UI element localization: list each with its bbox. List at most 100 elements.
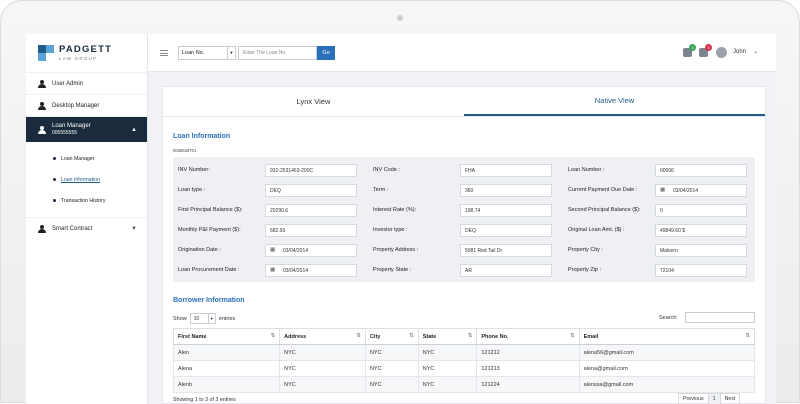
field-label: Property Zip : — [568, 267, 602, 273]
table-row[interactable]: Alena NYC NYC NYC 121213 alena@gmail.com — [172, 360, 756, 377]
column-address[interactable]: Address ⇅ — [279, 328, 366, 345]
field-label: Property City : — [568, 247, 603, 253]
username[interactable]: John — [733, 49, 747, 55]
field-value[interactable]: AR — [460, 264, 552, 277]
entries-select[interactable]: 10 ▼ — [189, 313, 216, 324]
date-field[interactable]: 03/04/2014 — [265, 244, 357, 257]
go-button[interactable]: Go — [317, 46, 335, 60]
sidebar-item-user-admin[interactable]: User Admin — [26, 72, 147, 94]
field-value[interactable]: 00006 — [655, 164, 747, 177]
show-label: Show — [173, 315, 187, 322]
chevron-down-icon[interactable]: ⌄ — [753, 49, 759, 55]
subitem-transaction-history[interactable]: Transaction History — [26, 190, 147, 211]
column-label: First Name — [178, 333, 207, 340]
loan-info-panel: INV Number: 931-2531463-200C INV Code : FH… — [173, 157, 755, 282]
column-city[interactable]: City ⇅ — [364, 328, 419, 345]
user-icon — [38, 224, 46, 233]
field-value[interactable]: 72104 — [655, 264, 747, 277]
field-value[interactable]: DEQ — [460, 224, 552, 237]
bullet-icon — [53, 199, 56, 202]
sidebar-item-sublabel: 005555555 — [52, 129, 78, 136]
cell-email: alenssa@gmail.com — [578, 376, 756, 393]
subitem-loan-manager[interactable]: Loan Manager — [26, 148, 147, 169]
column-label: Address — [284, 333, 307, 340]
sidebar-item-label: Loan Manager — [52, 122, 91, 129]
table-row[interactable]: Alen NYC NYC NYC 121212 alena56@gmail.co… — [172, 344, 756, 361]
tab-lynx-view[interactable]: Lynx View — [296, 97, 331, 106]
field-value[interactable]: 360 — [460, 184, 552, 197]
column-phone[interactable]: Phone No. ⇅ — [476, 328, 580, 345]
field-value[interactable]: 0 — [655, 204, 747, 217]
user-icon — [38, 125, 46, 134]
notification-icon[interactable]: 4 — [683, 44, 696, 57]
date-field[interactable]: 03/04/2014 — [265, 264, 357, 277]
logo[interactable]: PADGETT LAW GROUP — [26, 34, 147, 72]
cell-phone: 121212 — [476, 344, 580, 361]
loan-information-title: Loan Information — [173, 133, 231, 140]
pager-previous[interactable]: Previous — [678, 393, 709, 404]
message-icon[interactable]: 3 — [699, 44, 712, 57]
entries-label: entries — [218, 315, 236, 322]
field-value[interactable]: Malvern — [655, 244, 747, 257]
date-field[interactable]: 03/04/2014 — [655, 184, 747, 197]
subitem-loan-information[interactable]: Loan Information — [26, 169, 147, 190]
sidebar-item-loan-manager[interactable]: Loan Manager 005555555 ▲ — [26, 116, 147, 142]
sidebar-submenu: Loan Manager Loan Information Transactio… — [26, 142, 147, 217]
loan-number-input[interactable] — [238, 46, 317, 60]
sidebar-item-smart-contract[interactable]: Smart Contract ▼ — [26, 217, 147, 239]
user-icon — [38, 101, 46, 110]
chevron-down-icon: ▼ — [207, 314, 215, 323]
field-value[interactable]: 682.93 — [265, 224, 357, 237]
message-badge: 3 — [705, 44, 712, 51]
field-value[interactable]: 49849.60 $ — [655, 224, 747, 237]
field-row: Loan type : DEQ Term : 360 Current Payment… — [173, 181, 755, 201]
table-row[interactable]: Alenb NYC NYC NYC 121224 alenssa@gmail.c… — [172, 376, 756, 393]
field-value[interactable]: FHA — [460, 164, 552, 177]
column-label: Phone No. — [481, 333, 509, 340]
field-label: Loan Number : — [568, 167, 605, 173]
cell-email: alena56@gmail.com — [578, 344, 756, 361]
field-label: Current Payment Due Date : — [568, 187, 638, 193]
column-email[interactable]: Email ⇅ — [578, 328, 756, 345]
cell-city: NYC — [364, 360, 419, 377]
user-icon — [38, 79, 46, 88]
bullet-icon — [53, 178, 56, 181]
entries-control: Show 10 ▼ entries — [173, 313, 235, 324]
field-value[interactable]: 5081 Red Tail Dr — [460, 244, 552, 257]
bullet-icon — [53, 157, 56, 160]
select-value: Loan No. — [182, 50, 205, 56]
field-value[interactable]: DEQ — [265, 184, 357, 197]
search-label: Search: — [659, 315, 678, 321]
sidebar-item-label: Desktop Manager — [52, 102, 100, 109]
search-type-select[interactable]: Loan No. ▼ — [178, 46, 236, 60]
cell-address: NYC — [279, 344, 366, 361]
sidebar-item-label: User Admin — [52, 80, 84, 87]
sidebar-item-desktop-manager[interactable]: Desktop Manager — [26, 94, 147, 116]
table-info: Showing 1 to 3 of 3 entries — [173, 397, 236, 403]
field-value[interactable]: 20290.6 — [265, 204, 357, 217]
pager-next[interactable]: Next — [719, 393, 741, 404]
field-label: Property Address : — [373, 247, 419, 253]
field-label: INV Code : — [373, 167, 400, 173]
avatar[interactable] — [716, 47, 727, 58]
field-value[interactable]: 931-2531463-200C — [265, 164, 357, 177]
logo-name: PADGETT — [59, 44, 113, 55]
field-label: Property State : — [373, 267, 412, 273]
field-value[interactable]: 198.74 — [460, 204, 552, 217]
sort-icon: ⇅ — [409, 333, 414, 339]
cell-state: NYC — [417, 360, 478, 377]
subitem-label: Transaction History — [61, 197, 106, 204]
subitem-label: Loan Information — [61, 176, 100, 183]
pagination: Previous 1 Next — [678, 393, 741, 404]
column-label: Email — [583, 333, 599, 340]
column-state[interactable]: State ⇅ — [417, 328, 478, 345]
field-label: Term : — [373, 187, 389, 193]
field-label: Second Principal Balance ($): — [568, 207, 641, 213]
menu-icon[interactable] — [160, 50, 168, 56]
sort-icon: ⇅ — [745, 333, 750, 339]
tab-native-view[interactable]: Native View — [464, 87, 765, 116]
field-row: INV Number: 931-2531463-200C INV Code : FH… — [173, 161, 755, 181]
search-input[interactable] — [685, 312, 755, 323]
field-row: First Principal Balance ($): 20290.6 Inte… — [173, 201, 755, 221]
column-first-name[interactable]: First Name ⇅ — [172, 328, 281, 345]
